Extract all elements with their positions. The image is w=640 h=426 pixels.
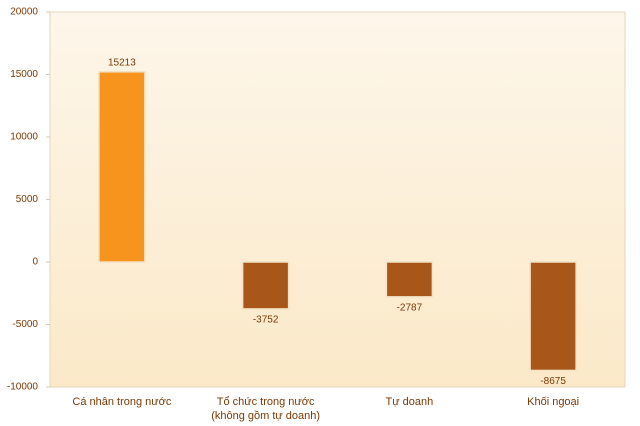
y-tick-label: 20000 xyxy=(10,7,38,18)
value-label: -3752 xyxy=(253,315,279,326)
y-tick-label: 0 xyxy=(32,257,38,268)
x-tick-label: Khối ngoại xyxy=(527,396,580,408)
x-tick-label: Cá nhân trong nước xyxy=(72,396,172,408)
bar xyxy=(241,261,290,310)
y-tick-label: -5000 xyxy=(12,319,38,330)
x-tick-label: Tổ chức trong nước (không gồm tự doanh) xyxy=(211,396,321,422)
x-tick-label: Tự doanh xyxy=(385,396,434,408)
bar xyxy=(98,71,146,263)
bar xyxy=(385,261,434,298)
value-label: 15213 xyxy=(108,57,136,68)
value-label: -8675 xyxy=(540,376,566,387)
y-tick-label: 10000 xyxy=(10,132,38,143)
value-label: -2787 xyxy=(397,302,423,313)
y-tick-label: 5000 xyxy=(16,194,39,205)
y-tick-label: -10000 xyxy=(7,382,39,393)
plot-area xyxy=(49,11,626,388)
bar xyxy=(529,261,577,372)
y-tick-label: 15000 xyxy=(10,69,38,80)
